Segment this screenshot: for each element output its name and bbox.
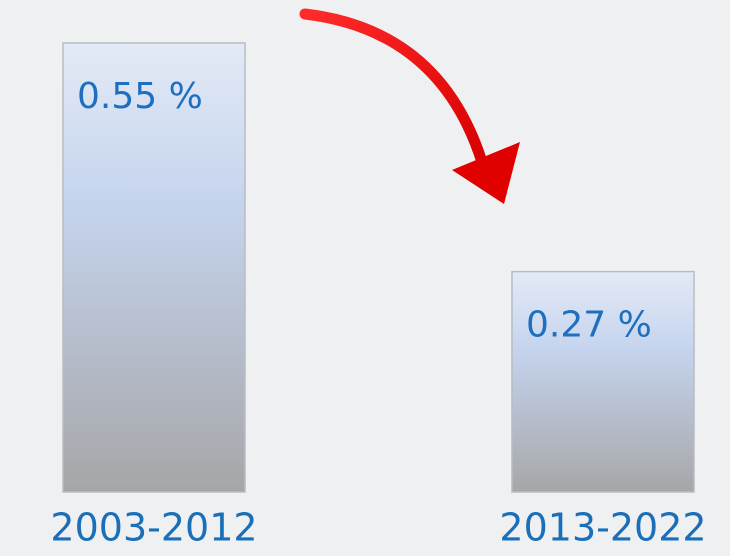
- arrow-head: [452, 142, 520, 204]
- value-label: 0.27 %: [526, 305, 652, 346]
- trend-arrow: [299, 8, 520, 204]
- value-label: 0.55 %: [77, 76, 203, 117]
- bar: [511, 270, 695, 493]
- category-label: 2003-2012: [50, 506, 257, 550]
- arrow-shaft: [299, 8, 488, 168]
- bar: [62, 42, 246, 493]
- category-label: 2013-2022: [499, 506, 706, 550]
